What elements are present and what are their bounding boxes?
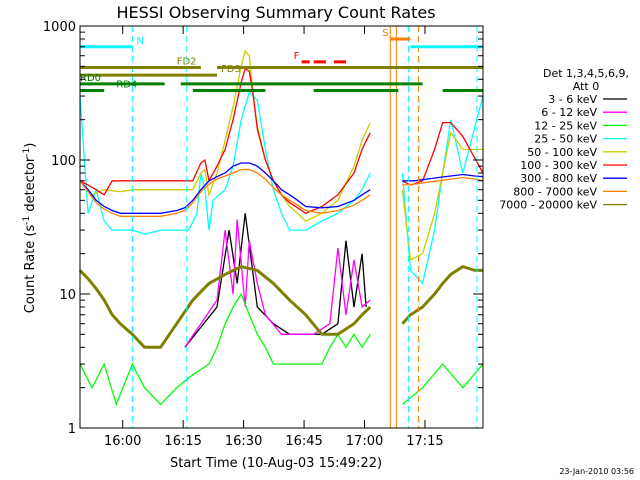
x-axis: 16:00 16:15 16:30 16:45 17:00 17:15: [104, 26, 444, 449]
x-axis-label: Start Time (10-Aug-03 15:49:22): [170, 456, 382, 471]
footer-timestamp: 23-Jan-2010 03:56: [559, 467, 634, 476]
flag-label-2: S: [382, 28, 388, 39]
flag-label-8: FD3: [221, 64, 241, 75]
series-layer: [78, 49, 484, 407]
legend-header-2: Att 0: [573, 80, 599, 93]
x-tick-label-5: 17:15: [406, 434, 443, 449]
plot-frame: [79, 25, 484, 429]
series-line-1: [184, 219, 371, 348]
legend-label-1: 6 - 12 keV: [541, 106, 597, 119]
legend-label-3: 25 - 50 keV: [534, 133, 597, 146]
flag-layer: N S F FD2 FD3 RD0 RD4: [80, 28, 483, 93]
flag-label-0: N: [136, 36, 143, 47]
legend-label-0: 3 - 6 keV: [548, 93, 597, 106]
x-tick-label-0: 16:00: [104, 434, 141, 449]
flag-label-9: RD0: [80, 73, 101, 84]
y-tick-label-2: 100: [51, 154, 76, 169]
x-tick-label-4: 17:00: [346, 434, 383, 449]
series-line-7: [79, 168, 484, 217]
legend-label-5: 100 - 300 keV: [520, 159, 597, 172]
x-tick-label-3: 16:45: [285, 434, 322, 449]
y-tick-label-0: 1: [68, 422, 76, 437]
flag-label-6: FD2: [177, 57, 197, 68]
series-line-2: [79, 292, 484, 407]
legend-label-6: 300 - 800 keV: [520, 172, 597, 185]
legend-label-7: 800 - 7000 keV: [513, 185, 597, 198]
vline-layer: [131, 26, 478, 428]
x-tick-label-2: 16:30: [225, 434, 262, 449]
y-tick-label-1: 10: [59, 288, 76, 303]
series-line-8: [78, 264, 483, 349]
series-line-5: [79, 67, 484, 215]
legend-header-1: Det 1,3,4,5,6,9,: [543, 67, 629, 80]
y-axis-label: Count Rate (s-1 detector-1): [22, 143, 38, 314]
flag-label-11: RD4: [116, 80, 137, 91]
flag-label-3: F: [294, 51, 300, 62]
x-tick-label-1: 16:15: [164, 434, 201, 449]
y-tick-label-3: 1000: [43, 20, 76, 35]
legend-label-8: 7000 - 20000 keV: [499, 199, 597, 212]
y-axis: 1 10 100 1000: [43, 20, 483, 437]
series-line-3: [79, 91, 484, 285]
chart-title: HESSI Observing Summary Count Rates: [116, 3, 435, 22]
legend-label-2: 12 - 25 keV: [534, 119, 597, 132]
series-line-6: [79, 162, 484, 214]
legend-label-4: 50 - 100 keV: [527, 146, 597, 159]
